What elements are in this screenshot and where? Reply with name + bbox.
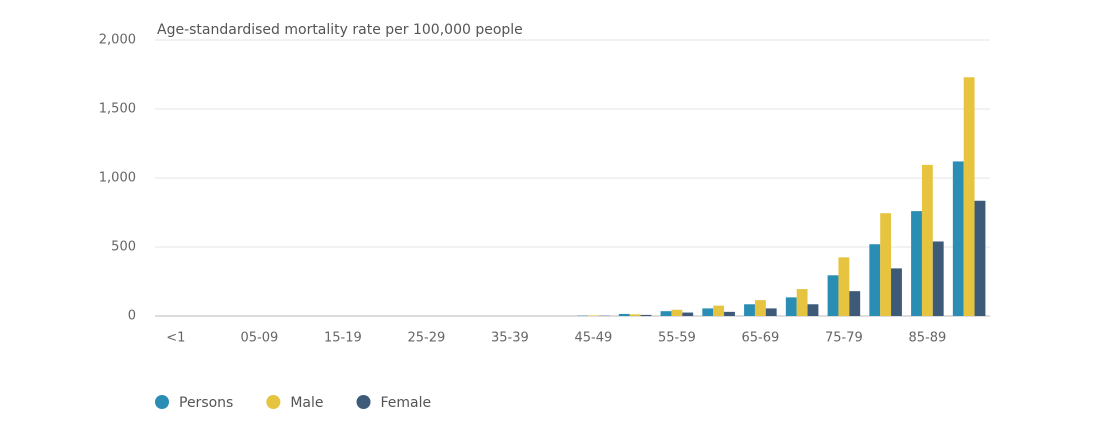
bar — [766, 308, 777, 316]
bar — [588, 315, 599, 316]
x-tick-label: 15-19 — [324, 331, 362, 346]
legend-label: Male — [290, 395, 323, 411]
legend-label: Persons — [179, 395, 233, 411]
bar — [641, 315, 652, 316]
legend-marker — [357, 395, 371, 409]
bar — [880, 213, 891, 316]
y-tick-label: 2,000 — [99, 33, 136, 48]
bar — [975, 201, 986, 316]
bar — [849, 291, 860, 316]
bar — [922, 165, 933, 316]
x-tick-label: 75-79 — [825, 331, 863, 346]
bar — [828, 275, 839, 316]
bar — [713, 306, 724, 316]
x-tick-label: 25-29 — [407, 331, 445, 346]
y-tick-label: 1,500 — [99, 102, 136, 117]
bar — [755, 300, 766, 316]
bar — [838, 257, 849, 316]
x-tick-label: 85-89 — [908, 331, 946, 346]
x-tick-label: 35-39 — [491, 331, 529, 346]
bar — [619, 314, 630, 316]
bar — [661, 311, 672, 316]
y-tick-label: 500 — [111, 240, 136, 255]
bar — [671, 310, 682, 316]
bar — [786, 297, 797, 316]
x-tick-label: 65-69 — [741, 331, 779, 346]
x-tick-label: 05-09 — [240, 331, 278, 346]
x-tick-label: <1 — [166, 331, 185, 346]
bar — [869, 244, 880, 316]
bar — [964, 77, 975, 316]
x-tick-label: 55-59 — [658, 331, 696, 346]
y-tick-label: 1,000 — [99, 171, 136, 186]
bar — [953, 161, 964, 316]
legend-marker — [155, 395, 169, 409]
chart-title: Age-standardised mortality rate per 100,… — [157, 22, 523, 38]
y-tick-label: 0 — [128, 309, 136, 324]
bar — [744, 304, 755, 316]
x-tick-label: 45-49 — [574, 331, 612, 346]
legend-marker — [266, 395, 280, 409]
bar — [630, 314, 641, 316]
bar — [933, 241, 944, 316]
bar — [724, 312, 735, 316]
bar — [891, 268, 902, 316]
bar — [797, 289, 808, 316]
legend-label: Female — [381, 395, 432, 411]
bar — [702, 308, 713, 316]
bar — [911, 211, 922, 316]
bar — [682, 313, 693, 316]
bar — [808, 304, 819, 316]
